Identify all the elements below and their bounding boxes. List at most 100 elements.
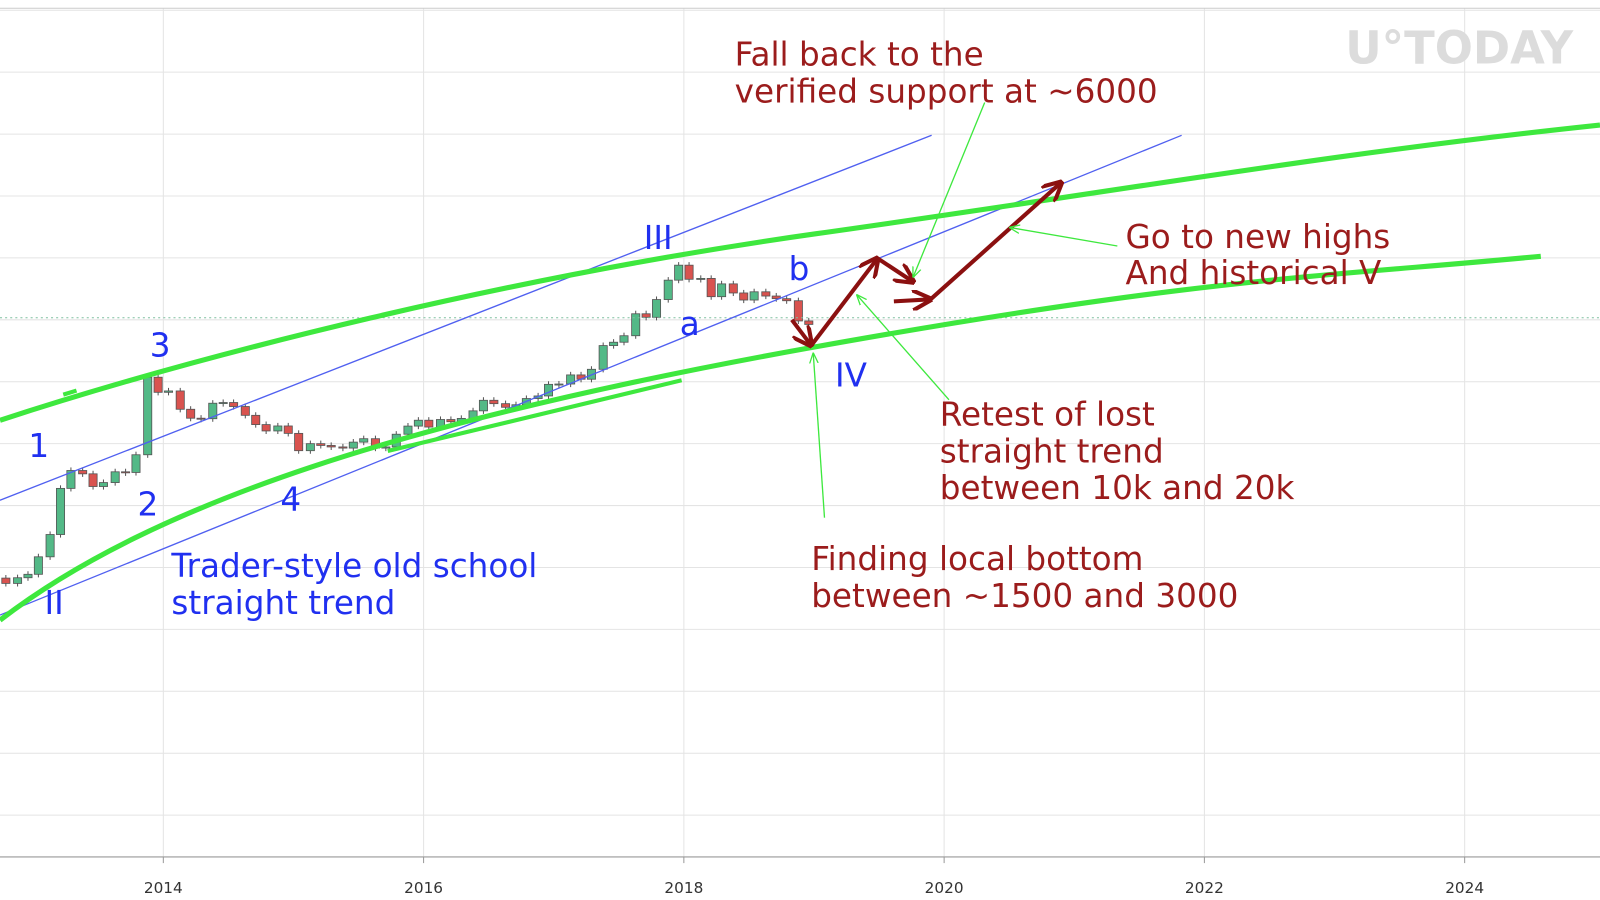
wave-label: III bbox=[644, 219, 673, 257]
annotation-line: And historical V bbox=[1126, 254, 1382, 292]
annotation-line: between 10k and 20k bbox=[940, 469, 1295, 507]
pointer bbox=[857, 295, 950, 401]
candle-body bbox=[663, 279, 673, 300]
pointer bbox=[1010, 228, 1118, 247]
arrow bbox=[809, 258, 877, 347]
annotation: Fall back to the verified support at ~60… bbox=[735, 36, 1158, 111]
candle-body bbox=[45, 534, 55, 558]
candle-body bbox=[717, 283, 727, 298]
candle-body bbox=[478, 399, 488, 412]
pointer bbox=[813, 354, 826, 518]
candle-body bbox=[13, 577, 23, 584]
candle-body bbox=[403, 425, 413, 435]
annotation-line: straight trend bbox=[171, 584, 395, 622]
arrow bbox=[876, 256, 914, 282]
pointers bbox=[813, 102, 1118, 518]
candle-body bbox=[261, 424, 271, 432]
candle-body bbox=[501, 403, 511, 408]
annotation-line: Trader-style old school bbox=[170, 547, 537, 585]
annotation-line: verified support at ~6000 bbox=[735, 72, 1158, 110]
candle-body bbox=[110, 471, 120, 483]
candle-body bbox=[66, 470, 76, 489]
x-ticks: 2014 2016 2018 2020 2022 2024 bbox=[144, 856, 1484, 897]
candle-body bbox=[424, 419, 434, 428]
candle-body bbox=[273, 425, 283, 432]
projection-arrows bbox=[790, 182, 1062, 347]
x-tick-label: 2024 bbox=[1445, 879, 1484, 897]
wave-label: IV bbox=[835, 356, 868, 394]
arrow bbox=[790, 318, 811, 346]
candle-body bbox=[446, 419, 456, 423]
annotation-line: Finding local bottom bbox=[811, 540, 1143, 578]
candle-body bbox=[696, 278, 706, 280]
wave-label: 3 bbox=[150, 327, 171, 365]
wave-label: a bbox=[680, 305, 700, 343]
candles bbox=[1, 262, 814, 587]
annotation-line: between ~1500 and 3000 bbox=[811, 577, 1238, 615]
candle-body bbox=[98, 482, 108, 487]
candle-body bbox=[131, 454, 141, 473]
candle-body bbox=[739, 292, 749, 301]
candle-body bbox=[316, 443, 326, 446]
candle-body bbox=[749, 291, 759, 301]
candle-body bbox=[631, 313, 641, 337]
candle-body bbox=[598, 345, 608, 370]
x-tick-label: 2020 bbox=[925, 879, 964, 897]
candle-body bbox=[413, 419, 423, 427]
candle-body bbox=[33, 556, 43, 575]
candle-body bbox=[208, 402, 218, 420]
annotation: Go to new highs And historical V bbox=[1126, 218, 1401, 292]
x-tick-label: 2014 bbox=[144, 879, 183, 897]
candle-body bbox=[761, 291, 771, 297]
annotation-line: Go to new highs bbox=[1126, 218, 1391, 256]
candle-body bbox=[294, 432, 304, 452]
candle-body bbox=[326, 445, 336, 448]
annotation: Retest of lost straight trend between 10… bbox=[940, 395, 1295, 507]
candle-body bbox=[88, 473, 98, 487]
candle-body bbox=[175, 390, 185, 410]
candle-body bbox=[728, 283, 738, 294]
candle-body bbox=[706, 278, 716, 298]
green-curve bbox=[0, 122, 1600, 423]
candle-body bbox=[554, 383, 564, 386]
candle-body bbox=[489, 399, 499, 405]
annotation-line: Fall back to the bbox=[735, 36, 984, 74]
candle-body bbox=[121, 471, 131, 474]
wave-label: 1 bbox=[28, 427, 49, 465]
green-segment bbox=[387, 378, 683, 454]
candle-body bbox=[164, 390, 174, 393]
wave-label: 4 bbox=[280, 480, 301, 518]
candle-body bbox=[23, 573, 33, 579]
candle-body bbox=[251, 414, 261, 425]
wave-label: b bbox=[789, 250, 810, 288]
arrow bbox=[929, 182, 1062, 301]
candle-body bbox=[804, 320, 814, 325]
candle-body bbox=[153, 376, 163, 393]
candle-body bbox=[338, 446, 348, 449]
candle-body bbox=[771, 295, 781, 300]
candle-body bbox=[186, 408, 196, 419]
arrow bbox=[893, 299, 931, 301]
candle-body bbox=[359, 438, 369, 443]
candle-body bbox=[348, 441, 358, 449]
blue-trend-line bbox=[0, 134, 932, 501]
candle-body bbox=[1, 577, 11, 584]
candle-body bbox=[229, 402, 239, 407]
wave-label: II bbox=[44, 584, 63, 622]
candle-body bbox=[283, 425, 293, 434]
green-segment bbox=[62, 388, 78, 397]
annotation-line: straight trend bbox=[940, 432, 1164, 470]
candle-body bbox=[782, 298, 792, 302]
candle-body bbox=[684, 264, 694, 280]
annotation: Trader-style old school straight trend bbox=[170, 547, 547, 622]
candle-body bbox=[641, 313, 651, 318]
candle-body bbox=[793, 300, 803, 322]
candle-body bbox=[196, 417, 206, 420]
candle-body bbox=[305, 443, 315, 452]
candle-body bbox=[240, 406, 250, 416]
candle-body bbox=[609, 341, 619, 346]
grid bbox=[0, 8, 1600, 857]
watermark: U°TODAY bbox=[1345, 21, 1574, 74]
